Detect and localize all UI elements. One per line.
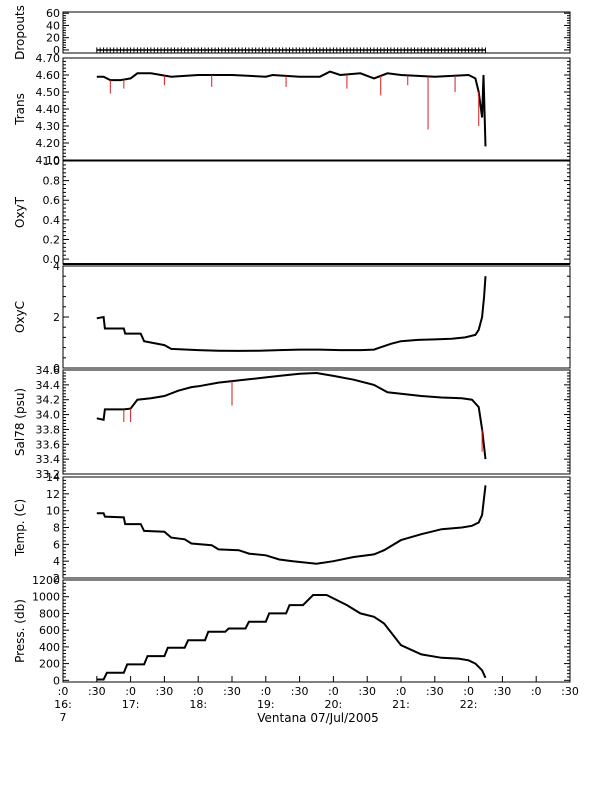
y-tick-label: 0.6 — [43, 194, 61, 207]
panel: 4.10 4.20 4.30 4.40 4.50 4.60 4.70 Trans — [13, 52, 571, 167]
y-tick-label: 4.50 — [36, 86, 61, 99]
y-tick-label: 4 — [53, 260, 60, 273]
y-tick-label: 40 — [46, 19, 60, 32]
y-tick-label: 4 — [53, 555, 60, 568]
y-tick-label: 34.2 — [36, 394, 61, 407]
y-axis-label: OxyC — [13, 301, 27, 333]
y-tick-label: 4.30 — [36, 120, 61, 133]
y-axis-label: Temp. (C) — [13, 499, 27, 557]
y-tick-label: 14 — [46, 471, 60, 484]
y-tick-label: 34.6 — [36, 364, 61, 377]
x-tick-label: :0 — [125, 685, 136, 698]
y-tick-label: 2 — [53, 311, 60, 324]
x-axis: :0 :30 :0 :30 :0 :30 :0 :30 :0 :30 :0 :30 :0 :30 :0 :30… — [54, 676, 579, 724]
y-tick-label: 1000 — [32, 591, 60, 604]
x-tick-label: :0 — [463, 685, 474, 698]
x-axis-label: Ventana 07/Jul/2005 — [257, 711, 378, 725]
x-tick-label: :30 — [156, 685, 174, 698]
y-tick-label: 12 — [46, 488, 60, 501]
x-tick-label: :30 — [561, 685, 579, 698]
x-tick-label: :30 — [88, 685, 106, 698]
x-tick-label: :0 — [328, 685, 339, 698]
x-hour-label: 21: — [392, 698, 410, 711]
y-tick-label: 4.60 — [36, 69, 61, 82]
y-tick-label: 8 — [53, 522, 60, 535]
data-series-line — [96, 594, 487, 681]
chart-panels: 0204060Dropouts4.104.204.304.404.504.604… — [13, 5, 571, 687]
y-axis-label: Press. (db) — [13, 599, 27, 663]
y-tick-label: 34.4 — [36, 379, 61, 392]
x-tick-label: :0 — [531, 685, 542, 698]
x-tick-label: :0 — [396, 685, 407, 698]
y-tick-label: 33.8 — [36, 423, 61, 436]
y-tick-label: 1.0 — [43, 155, 61, 168]
panel: 33.2 33.4 33.6 33.834.0 34.2 34.4 34.6 Sal78 (p… — [13, 364, 571, 481]
panel-frame — [62, 160, 571, 265]
y-tick-label: 0.8 — [43, 175, 61, 188]
x-tick-label: :30 — [494, 685, 512, 698]
x-tick-label: :30 — [358, 685, 376, 698]
panel: 0.0 0.2 0.4 0.6 0.8 1.0 OxyT — [13, 155, 571, 266]
x-tick-label: :0 — [260, 685, 271, 698]
x-hour-label: 18: — [189, 698, 207, 711]
panel: 0 2 4 OxyC — [13, 260, 571, 375]
y-tick-label: 200 — [39, 658, 60, 671]
y-axis-label: Sal78 (psu) — [13, 388, 27, 456]
panel: 0 200 400 600 800 1000 1200 Press. (db) — [13, 574, 571, 687]
panel: 2 4 6 8 10 12 14 Temp. (C) — [13, 471, 571, 585]
panel-frame — [62, 265, 571, 369]
y-tick-label: 33.4 — [36, 453, 61, 466]
x-tick-label: :0 — [193, 685, 204, 698]
x-hour-label: 17: — [122, 698, 140, 711]
data-series-line — [96, 70, 487, 147]
x-tick-label: :0 — [58, 685, 69, 698]
y-tick-label: 33.2 — [36, 468, 61, 481]
y-tick-label: 34.0 — [36, 409, 61, 422]
y-tick-label: 400 — [39, 641, 60, 654]
panel-frame — [62, 369, 571, 475]
x-day-label: 7 — [60, 711, 67, 724]
y-axis-label: Dropouts — [13, 5, 27, 60]
y-tick-label: 0.0 — [43, 253, 61, 266]
y-tick-label: 0.4 — [43, 214, 61, 227]
x-tick-label: :30 — [291, 685, 309, 698]
y-tick-label: 0 — [53, 362, 60, 375]
data-series-line — [96, 371, 487, 460]
y-tick-label: 600 — [39, 624, 60, 637]
y-tick-label: 800 — [39, 607, 60, 620]
x-hour-label: 19: — [257, 698, 275, 711]
y-tick-label: 2 — [53, 572, 60, 585]
panel-frame — [62, 11, 571, 54]
y-tick-label: 0 — [53, 44, 60, 57]
y-tick-label: 4.40 — [36, 103, 61, 116]
y-tick-label: 6 — [53, 538, 60, 551]
x-hour-label: 20: — [325, 698, 343, 711]
x-hour-label: 22: — [460, 698, 478, 711]
y-tick-label: 4.20 — [36, 137, 61, 150]
y-axis-label: Trans — [13, 93, 27, 126]
y-tick-label: 33.6 — [36, 438, 61, 451]
x-tick-label: :30 — [223, 685, 241, 698]
y-tick-label: 10 — [46, 505, 60, 518]
y-tick-label: 0.2 — [43, 233, 61, 246]
y-tick-label: 4.70 — [36, 52, 61, 65]
x-hour-label: 16: — [54, 698, 72, 711]
y-tick-label: 20 — [46, 32, 60, 45]
y-tick-label: 1200 — [32, 574, 60, 587]
x-tick-label: :30 — [426, 685, 444, 698]
data-series-line — [96, 485, 487, 565]
y-axis-label: OxyT — [13, 196, 27, 228]
panel-frame — [62, 579, 571, 683]
y-tick-label: 0 — [53, 674, 60, 687]
y-tick-label: 60 — [46, 7, 60, 20]
data-series-line — [96, 276, 487, 352]
y-tick-label: 4.10 — [36, 154, 61, 167]
